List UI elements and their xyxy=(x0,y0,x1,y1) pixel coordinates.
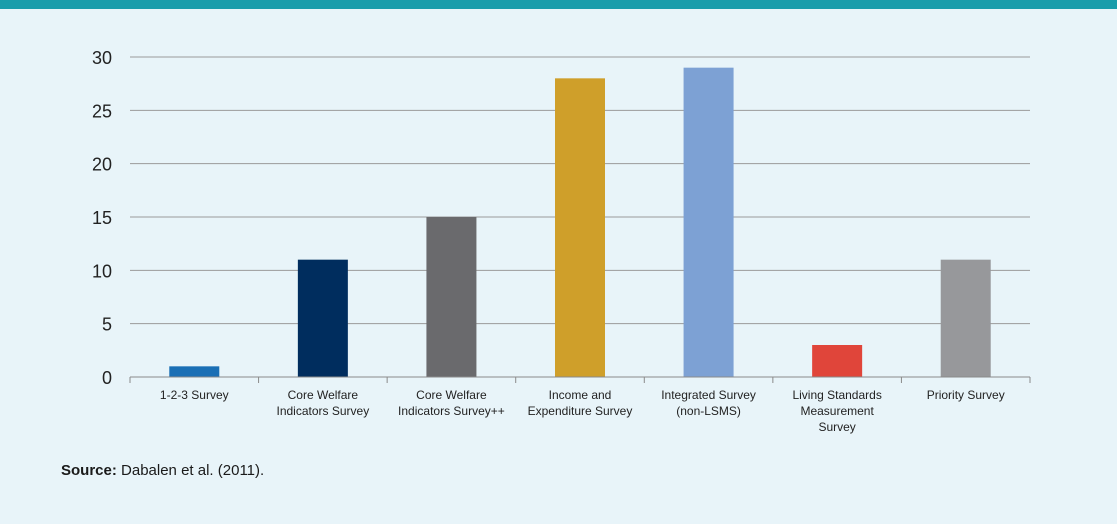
y-tick-label: 30 xyxy=(92,48,112,68)
source-label: Source: xyxy=(61,462,117,479)
bar-0 xyxy=(169,366,220,377)
x-axis xyxy=(129,376,1031,383)
source-note: Source: Dabalen et al. (2011). xyxy=(61,462,264,479)
y-tick-label: 15 xyxy=(92,208,112,228)
x-tick-label: Priority Survey xyxy=(927,388,1005,402)
x-tick-label: Living Standards Measurement Survey xyxy=(792,388,881,434)
bar-2 xyxy=(426,217,477,377)
y-tick-label: 10 xyxy=(92,261,112,281)
y-tick-label: 0 xyxy=(102,368,112,388)
y-tick-label: 5 xyxy=(102,315,112,335)
source-text: Dabalen et al. (2011). xyxy=(116,462,265,479)
x-tick-label: 1-2-3 Survey xyxy=(160,388,229,402)
top-accent-bar xyxy=(0,0,1117,9)
x-tick-label: Core Welfare Indicators Survey xyxy=(276,388,369,418)
bar-4 xyxy=(683,67,734,378)
gridlines xyxy=(130,56,1030,325)
x-tick-label: Income and Expenditure Survey xyxy=(528,388,633,418)
bar-1 xyxy=(297,259,348,377)
y-tick-label: 25 xyxy=(92,101,112,121)
x-tick-label: Core Welfare Indicators Survey++ xyxy=(398,388,505,418)
bar-3 xyxy=(555,78,605,377)
x-tick-labels: 1-2-3 Survey Core Welfare Indicators Surve… xyxy=(160,388,1005,434)
y-tick-labels: 0 5 10 15 20 25 30 xyxy=(92,48,112,388)
x-tick-label: Integrated Survey (non-LSMS) xyxy=(661,388,756,418)
y-tick-label: 20 xyxy=(92,155,112,175)
bar-6 xyxy=(940,259,991,377)
bar-5 xyxy=(812,345,863,377)
bars xyxy=(169,67,991,378)
